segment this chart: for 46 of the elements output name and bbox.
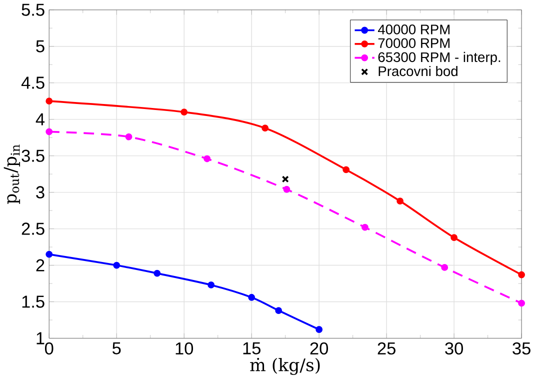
x-tick-label: 20	[310, 342, 328, 355]
y-tick-label: 4	[36, 113, 45, 126]
x-tick-label: 0	[44, 342, 54, 355]
point	[316, 326, 323, 334]
y-tick-label: 4.5	[21, 76, 44, 89]
point	[262, 124, 269, 132]
x-tick-label: 10	[176, 342, 194, 355]
legend-label: 40000 RPM	[378, 24, 450, 34]
point	[113, 262, 120, 269]
y-tick-label: 3.5	[22, 150, 44, 162]
y-tick-label: 1.5	[22, 296, 44, 308]
point	[342, 166, 350, 174]
legend-label: 70000 RPM	[378, 38, 450, 48]
point	[396, 198, 404, 205]
x-axis-title: ṁ (kg/s)	[250, 358, 320, 376]
y-tick-label: 3	[36, 186, 44, 199]
point	[125, 133, 132, 140]
x-tick-label: 5	[112, 342, 121, 354]
x-tick-label: 35	[512, 342, 530, 355]
y-axis-title: p$_{out}$/p$_{in}$	[4, 144, 20, 204]
y-tick-label: 2	[36, 259, 44, 272]
point	[154, 270, 161, 277]
point	[283, 186, 290, 193]
point	[180, 108, 188, 116]
x-tick-label: 15	[243, 342, 260, 354]
x-tick-label: 30	[445, 342, 463, 355]
point	[248, 294, 256, 301]
y-tick-label: 1	[36, 332, 44, 344]
point	[450, 234, 458, 242]
point	[518, 271, 526, 278]
point	[208, 282, 215, 289]
y-tick-label: 5	[36, 40, 44, 52]
point	[46, 98, 53, 105]
y-tick-label: 2.5	[22, 222, 44, 236]
legend-label: Pracovni bod	[378, 66, 458, 76]
point	[518, 300, 526, 307]
point	[282, 176, 289, 183]
point	[204, 155, 211, 162]
y-tick-label: 5.5	[22, 4, 44, 16]
legend-label: 65300 RPM - interp.	[378, 52, 500, 65]
x-tick-label: 25	[378, 342, 396, 355]
point	[46, 128, 53, 136]
point	[362, 224, 368, 231]
point	[46, 250, 53, 258]
point	[275, 307, 282, 314]
point	[441, 264, 448, 272]
